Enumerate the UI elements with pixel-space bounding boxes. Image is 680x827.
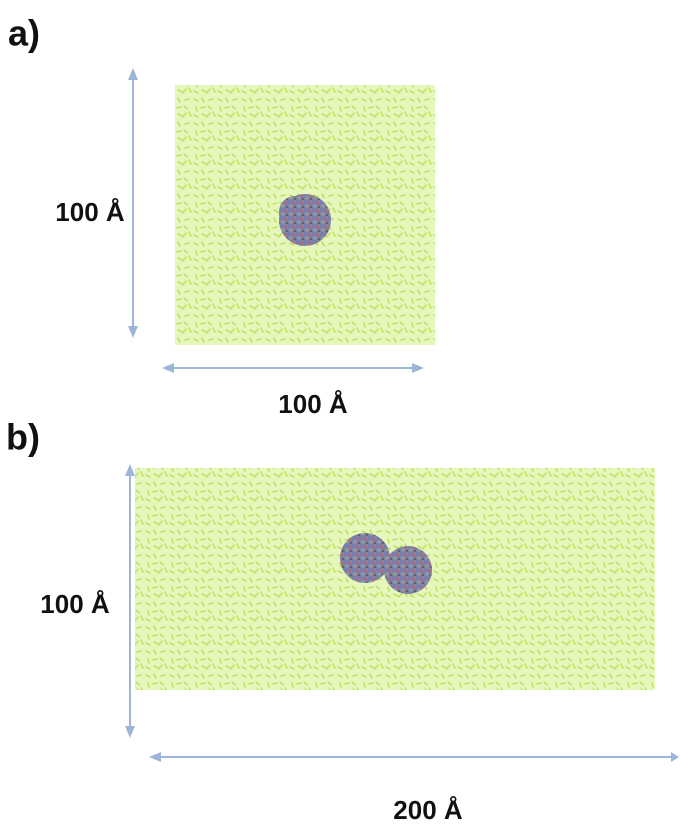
protein	[279, 194, 331, 246]
width-arrow	[149, 752, 679, 762]
height-label: 100 Å	[40, 589, 110, 619]
protein	[340, 533, 432, 594]
height-label: 100 Å	[55, 197, 125, 227]
panel-label: b)	[6, 417, 40, 458]
width-arrow	[162, 363, 424, 373]
height-arrow	[128, 68, 138, 338]
panel-label: a)	[8, 13, 40, 54]
width-label: 100 Å	[278, 389, 348, 419]
width-label: 200 Å	[393, 795, 463, 825]
height-arrow	[125, 464, 135, 738]
